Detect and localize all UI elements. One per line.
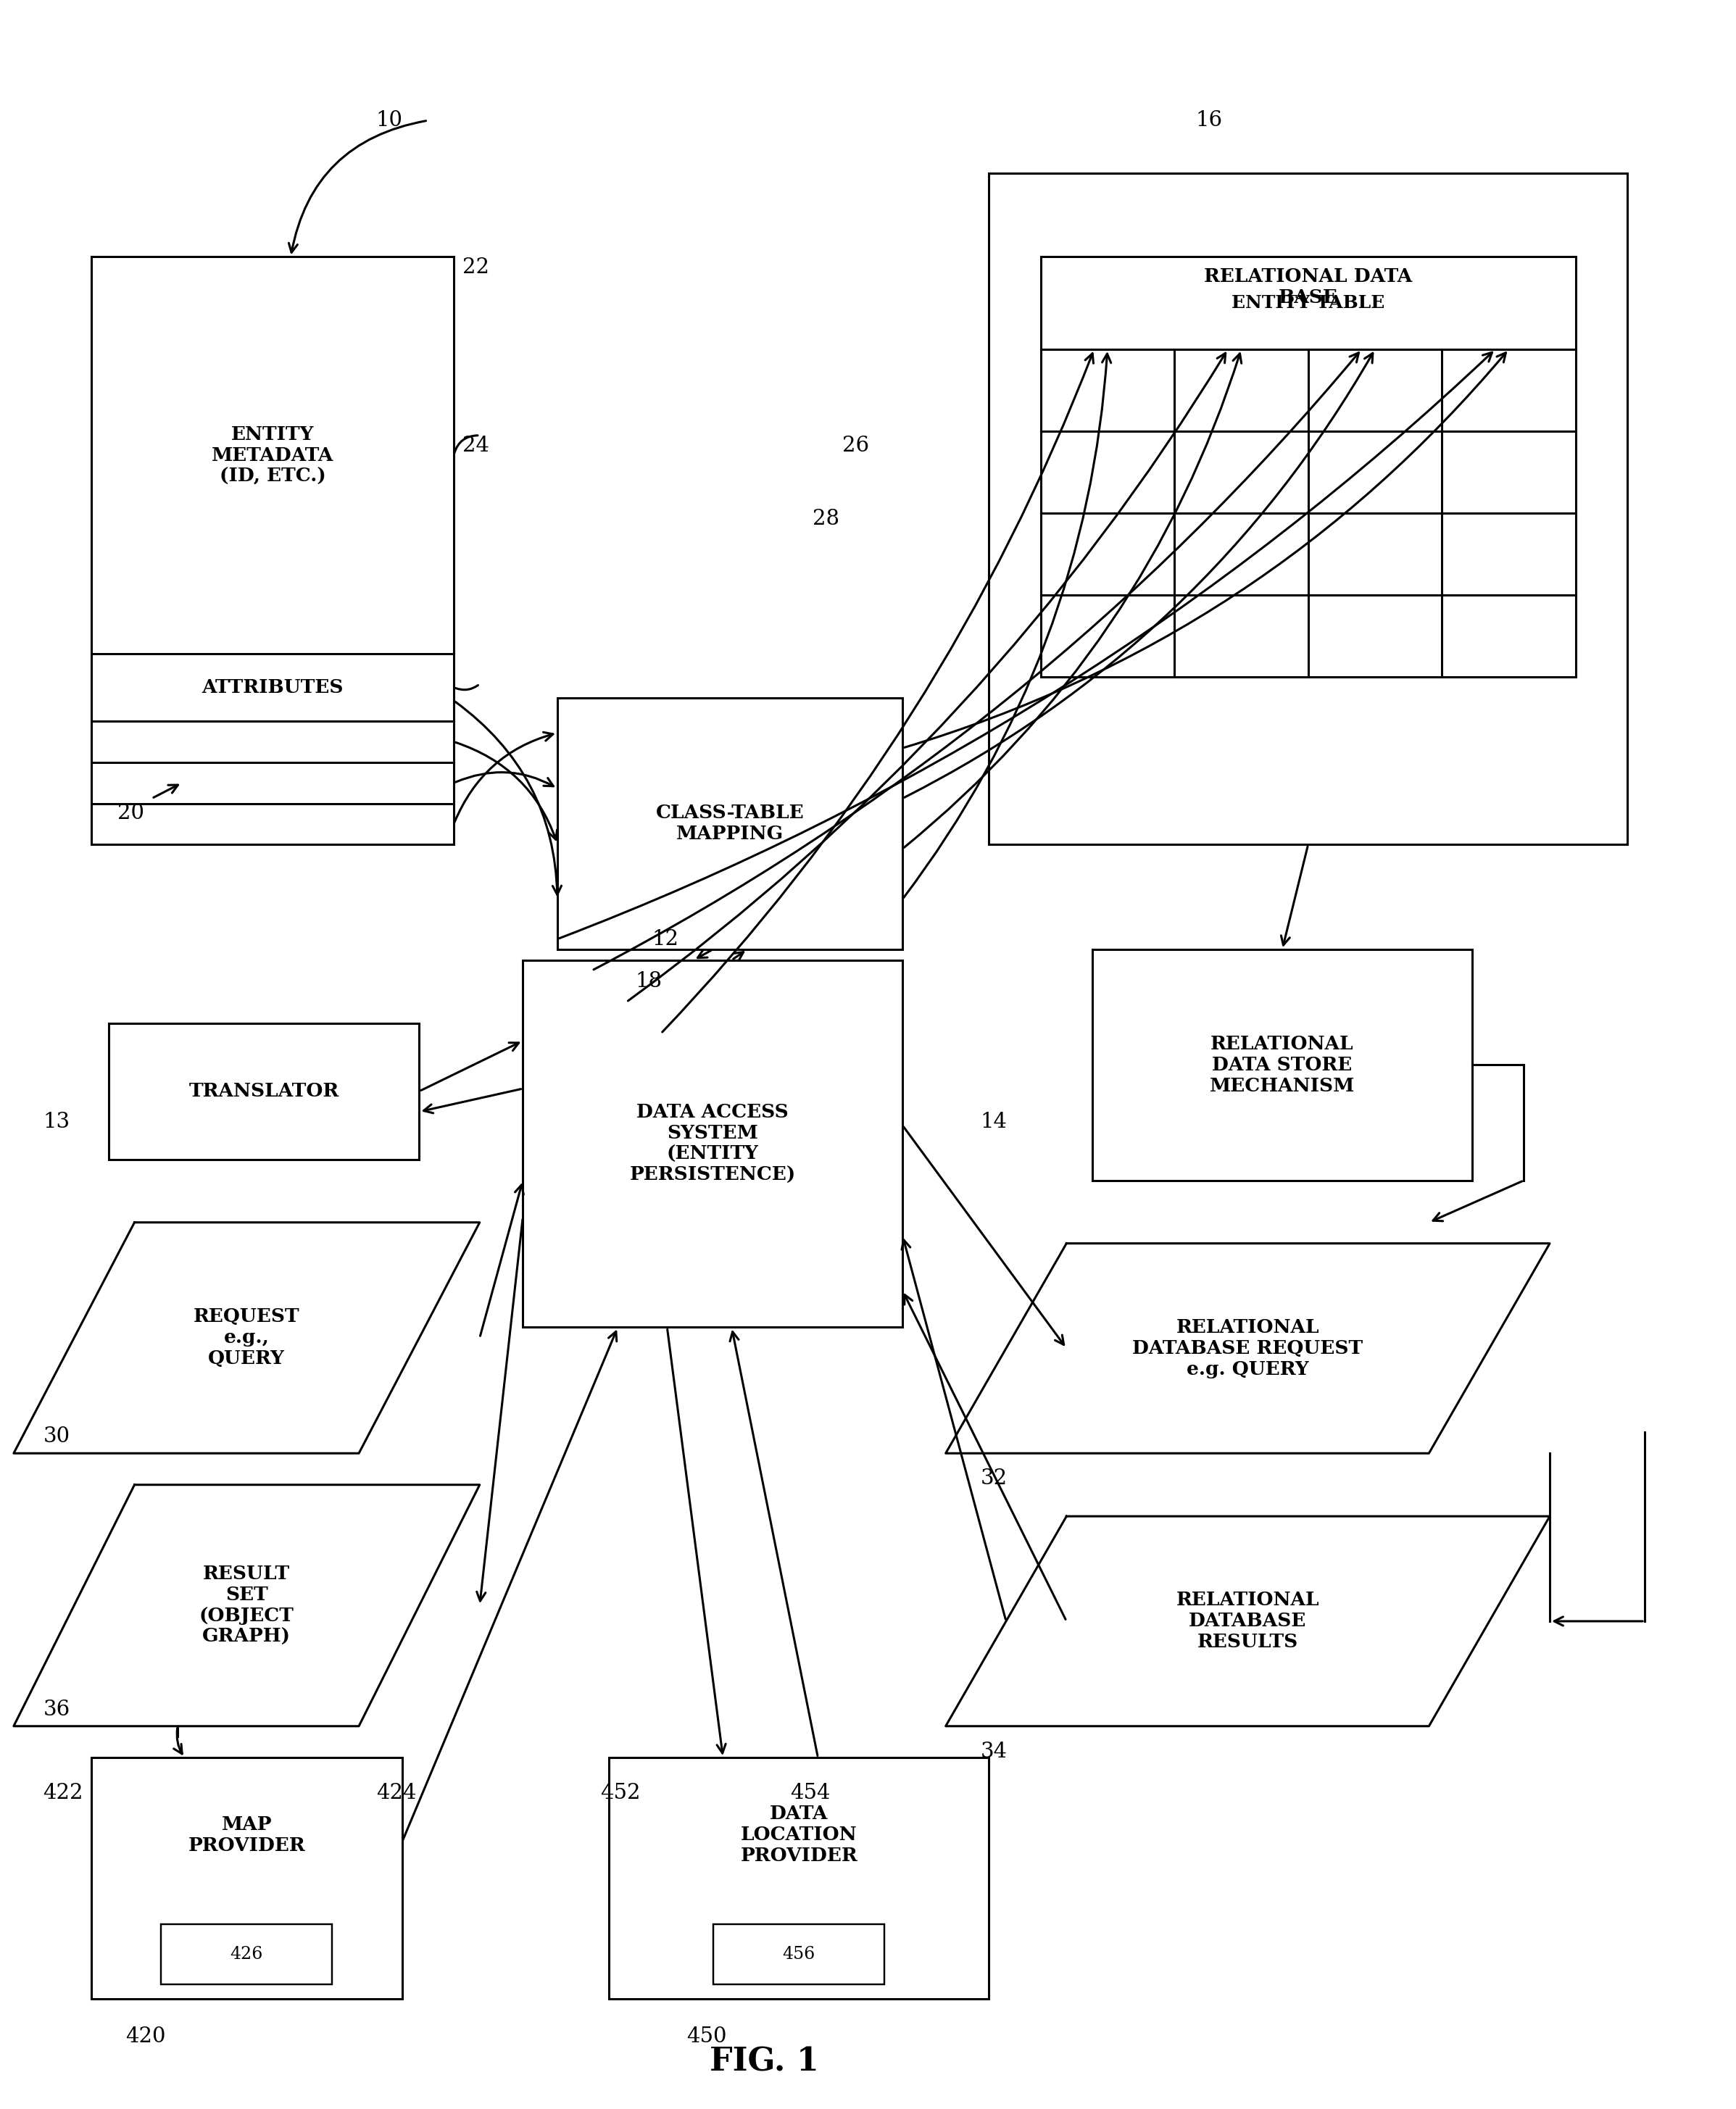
- Text: 10: 10: [377, 110, 403, 131]
- Bar: [1092, 949, 1472, 1181]
- Bar: [92, 1757, 403, 1999]
- Polygon shape: [946, 1516, 1550, 1725]
- Text: 30: 30: [43, 1426, 69, 1447]
- Bar: [990, 173, 1627, 844]
- Bar: [713, 1923, 884, 1985]
- Text: MAP
PROVIDER: MAP PROVIDER: [187, 1816, 306, 1854]
- Text: 452: 452: [601, 1784, 641, 1803]
- Text: 454: 454: [790, 1784, 830, 1803]
- Text: REQUEST
e.g.,
QUERY: REQUEST e.g., QUERY: [193, 1308, 300, 1369]
- Text: RELATIONAL
DATABASE
RESULTS: RELATIONAL DATABASE RESULTS: [1175, 1590, 1319, 1651]
- Text: DATA
LOCATION
PROVIDER: DATA LOCATION PROVIDER: [740, 1805, 858, 1864]
- Text: RELATIONAL
DATA STORE
MECHANISM: RELATIONAL DATA STORE MECHANISM: [1210, 1036, 1354, 1095]
- Text: 24: 24: [462, 437, 490, 456]
- Text: 18: 18: [635, 970, 661, 991]
- Text: CLASS-TABLE
MAPPING: CLASS-TABLE MAPPING: [656, 804, 804, 844]
- Polygon shape: [946, 1244, 1550, 1453]
- Bar: [523, 960, 903, 1327]
- Text: ENTITY
METADATA
(ID, ETC.): ENTITY METADATA (ID, ETC.): [212, 426, 333, 485]
- Text: 13: 13: [43, 1111, 69, 1133]
- Text: ATTRIBUTES: ATTRIBUTES: [201, 679, 344, 696]
- Bar: [92, 257, 453, 844]
- Text: RESULT
SET
(OBJECT
GRAPH): RESULT SET (OBJECT GRAPH): [200, 1565, 293, 1645]
- Text: ENTITY TABLE: ENTITY TABLE: [1231, 295, 1385, 312]
- Text: TRANSLATOR: TRANSLATOR: [189, 1082, 339, 1101]
- Bar: [109, 1023, 420, 1160]
- Bar: [557, 698, 903, 949]
- Text: 16: 16: [1196, 110, 1222, 131]
- Bar: [609, 1757, 990, 1999]
- Text: 20: 20: [118, 804, 144, 823]
- Polygon shape: [14, 1485, 479, 1725]
- Text: 422: 422: [43, 1784, 83, 1803]
- Text: 36: 36: [43, 1700, 69, 1719]
- Text: 22: 22: [462, 257, 490, 278]
- Polygon shape: [14, 1223, 479, 1453]
- Text: 424: 424: [377, 1784, 417, 1803]
- Text: 456: 456: [783, 1947, 816, 1963]
- Text: 420: 420: [125, 2027, 167, 2048]
- Text: RELATIONAL
DATABASE REQUEST
e.g. QUERY: RELATIONAL DATABASE REQUEST e.g. QUERY: [1132, 1318, 1363, 1379]
- Text: 12: 12: [653, 928, 679, 949]
- Bar: [161, 1923, 332, 1985]
- Text: 14: 14: [981, 1111, 1007, 1133]
- Text: DATA ACCESS
SYSTEM
(ENTITY
PERSISTENCE): DATA ACCESS SYSTEM (ENTITY PERSISTENCE): [630, 1103, 795, 1185]
- Text: 34: 34: [981, 1742, 1007, 1761]
- Text: 26: 26: [842, 437, 870, 456]
- Text: RELATIONAL DATA
BASE: RELATIONAL DATA BASE: [1205, 268, 1411, 306]
- Text: 426: 426: [231, 1947, 264, 1963]
- Bar: [1040, 257, 1576, 677]
- Text: 28: 28: [812, 508, 840, 529]
- Text: 32: 32: [981, 1468, 1007, 1489]
- Text: 450: 450: [687, 2027, 727, 2048]
- Text: FIG. 1: FIG. 1: [710, 2046, 819, 2077]
